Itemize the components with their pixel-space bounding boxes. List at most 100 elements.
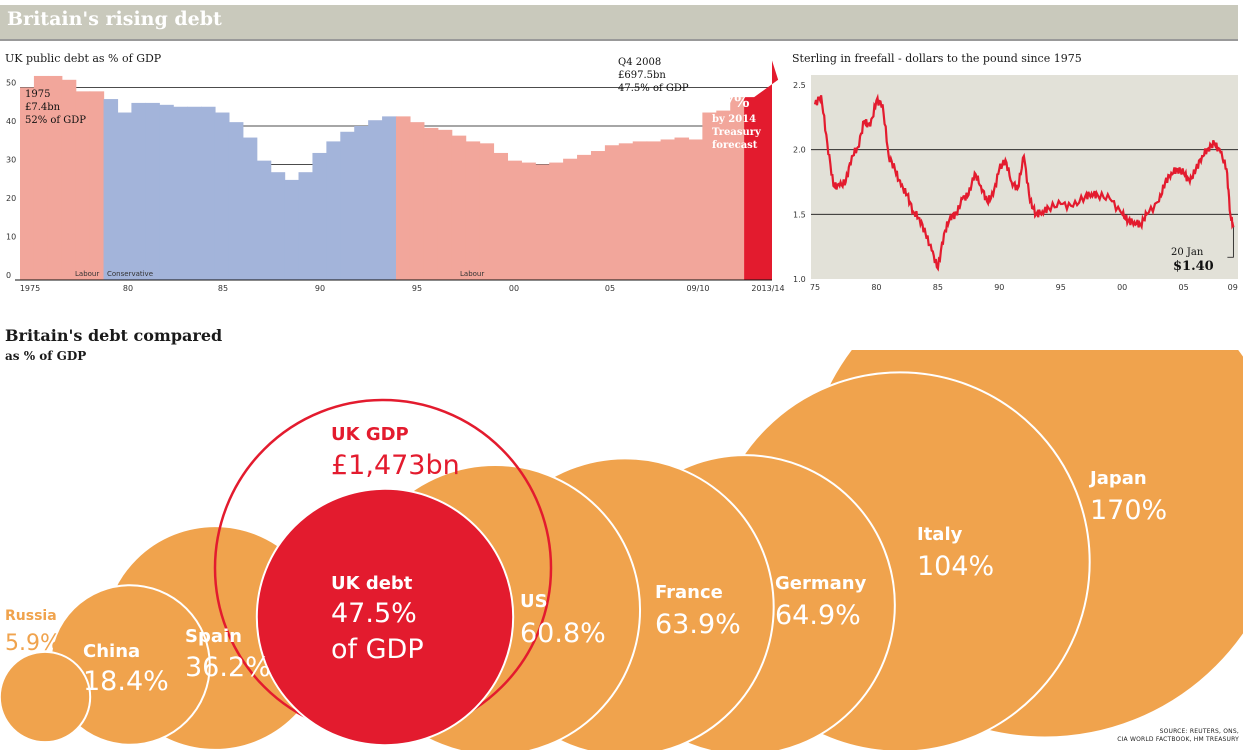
debt-ytick-label: 10 [6, 233, 16, 242]
debt-bar [61, 79, 77, 280]
debt-bar [312, 152, 327, 280]
debt-bar [507, 160, 522, 280]
sterling-xtick-label: 05 [1179, 283, 1189, 292]
bubble-value-spain: 36.2% [185, 652, 271, 683]
debt-bar [409, 122, 425, 281]
bubble-label-russia: Russia [5, 608, 57, 624]
bubble-label-france: France [655, 582, 723, 603]
debt-ytick-label: 50 [6, 79, 16, 88]
uk-gdp-value: £1,473bn [331, 450, 460, 481]
debt-bar [479, 143, 495, 280]
debt-bar [33, 75, 49, 280]
debt-bar [688, 139, 703, 280]
debt-bar [604, 145, 620, 280]
bubble-value-uk-debt: 47.5% [331, 598, 417, 629]
debt-bar [326, 141, 341, 280]
debt-bar [228, 122, 244, 281]
debt-bar [201, 106, 216, 280]
sterling-xtick-label: 90 [994, 283, 1004, 292]
bubble-chart: Russia 5.9% China 18.4% Spain 36.2% US 60.8% Fra… [0, 350, 1243, 750]
debt-bar [535, 164, 550, 280]
debt-bar [214, 112, 230, 281]
debt-bar [423, 127, 439, 280]
debt-bar [117, 112, 133, 281]
bubble-uk-debt [255, 487, 515, 747]
debt-xtick-label: 95 [412, 284, 422, 293]
debt-ytick-label: 30 [6, 156, 16, 165]
debt-bar [298, 172, 314, 280]
bubble-value-china: 18.4% [83, 666, 169, 697]
debt-bar [368, 120, 383, 280]
debt-forecast-area [744, 60, 779, 280]
debt-bar [145, 102, 160, 281]
bubble-extra-uk-debt: of GDP [331, 634, 424, 665]
annotation-q4-gdp: 47.5% of GDP [618, 83, 689, 94]
party-label-labour-2: Labour [460, 270, 484, 278]
annotation-q4-period: Q4 2008 [618, 57, 661, 68]
debt-bar [702, 112, 717, 281]
sterling-xtick-label: 85 [933, 283, 943, 292]
forecast-value-label: 57% [712, 92, 749, 111]
debt-bar [618, 143, 634, 280]
debt-xtick-label: 2013/14 [751, 284, 784, 293]
debt-ytick-label: 40 [6, 117, 16, 126]
bubble-label-italy: Italy [917, 524, 963, 545]
debt-xtick-label: 05 [605, 284, 615, 293]
bubble-value-japan: 170% [1090, 495, 1167, 526]
debt-bar [646, 141, 662, 280]
annotation-date: 20 Jan [1171, 247, 1204, 258]
debt-bar [563, 158, 578, 280]
party-label-conservative: Conservative [107, 270, 153, 278]
debt-bar [549, 162, 564, 280]
sterling-ytick-label: 2.5 [793, 81, 806, 90]
bubble-value-us: 60.8% [520, 618, 606, 649]
debt-bar [103, 99, 119, 280]
debt-bar [20, 87, 35, 280]
sterling-xtick-label: 09 [1228, 283, 1238, 292]
debt-bar [75, 91, 91, 280]
sterling-chart: 1.0 1.5 2.0 2.5 75 80 85 90 95 00 05 09 20 Jan$1.40 [793, 75, 1238, 292]
debt-chart-title: UK public debt as % of GDP [5, 52, 162, 65]
comparison-title: Britain's debt compared [5, 326, 223, 345]
debt-bar [382, 116, 397, 280]
source-line-1: SOURCE: REUTERS, ONS, [1159, 728, 1239, 735]
debt-bar [465, 141, 481, 280]
debt-bar [131, 102, 146, 281]
sterling-xtick-label: 75 [810, 283, 820, 292]
forecast-label-line3: forecast [712, 140, 758, 151]
debt-bar [242, 137, 258, 280]
debt-bar [256, 160, 272, 280]
debt-bar [437, 129, 453, 280]
debt-bar [270, 172, 286, 280]
debt-xtick-label: 09/10 [686, 284, 709, 293]
sterling-chart-title: Sterling in freefall - dollars to the po… [792, 52, 1082, 65]
sterling-ytick-label: 2.0 [793, 146, 806, 155]
debt-bar [47, 75, 63, 280]
debt-xtick-label: 85 [218, 284, 228, 293]
debt-bar [632, 141, 648, 280]
annotation-1975-debt: £7.4bn [25, 102, 61, 113]
party-label-labour: Labour [75, 270, 99, 278]
debt-bar [716, 110, 731, 280]
comparison-subtitle: as % of GDP [5, 349, 87, 363]
bubble-label-spain: Spain [185, 626, 242, 647]
sterling-xtick-label: 00 [1117, 283, 1127, 292]
sterling-xtick-label: 80 [871, 283, 881, 292]
annotation-q4-debt: £697.5bn [618, 70, 666, 81]
debt-bar [577, 154, 592, 280]
annotation-leader-line [1227, 227, 1234, 258]
debt-bar [493, 152, 509, 280]
annotation-value: $1.40 [1173, 259, 1214, 274]
debt-bar [396, 116, 411, 280]
bubble-value-france: 63.9% [655, 609, 741, 640]
debt-bar [660, 139, 676, 280]
uk-gdp-label: UK GDP [331, 424, 409, 445]
sterling-ytick-label: 1.0 [793, 275, 806, 284]
sterling-xtick-label: 95 [1056, 283, 1066, 292]
title-bar: Britain's rising debt [0, 5, 1238, 41]
debt-xtick-label: 90 [315, 284, 325, 293]
debt-bar [730, 97, 745, 280]
debt-bar [284, 179, 300, 280]
source-line-2: CIA WORLD FACTBOOK, HM TREASURY [1117, 736, 1239, 743]
bubble-value-italy: 104% [917, 551, 994, 582]
